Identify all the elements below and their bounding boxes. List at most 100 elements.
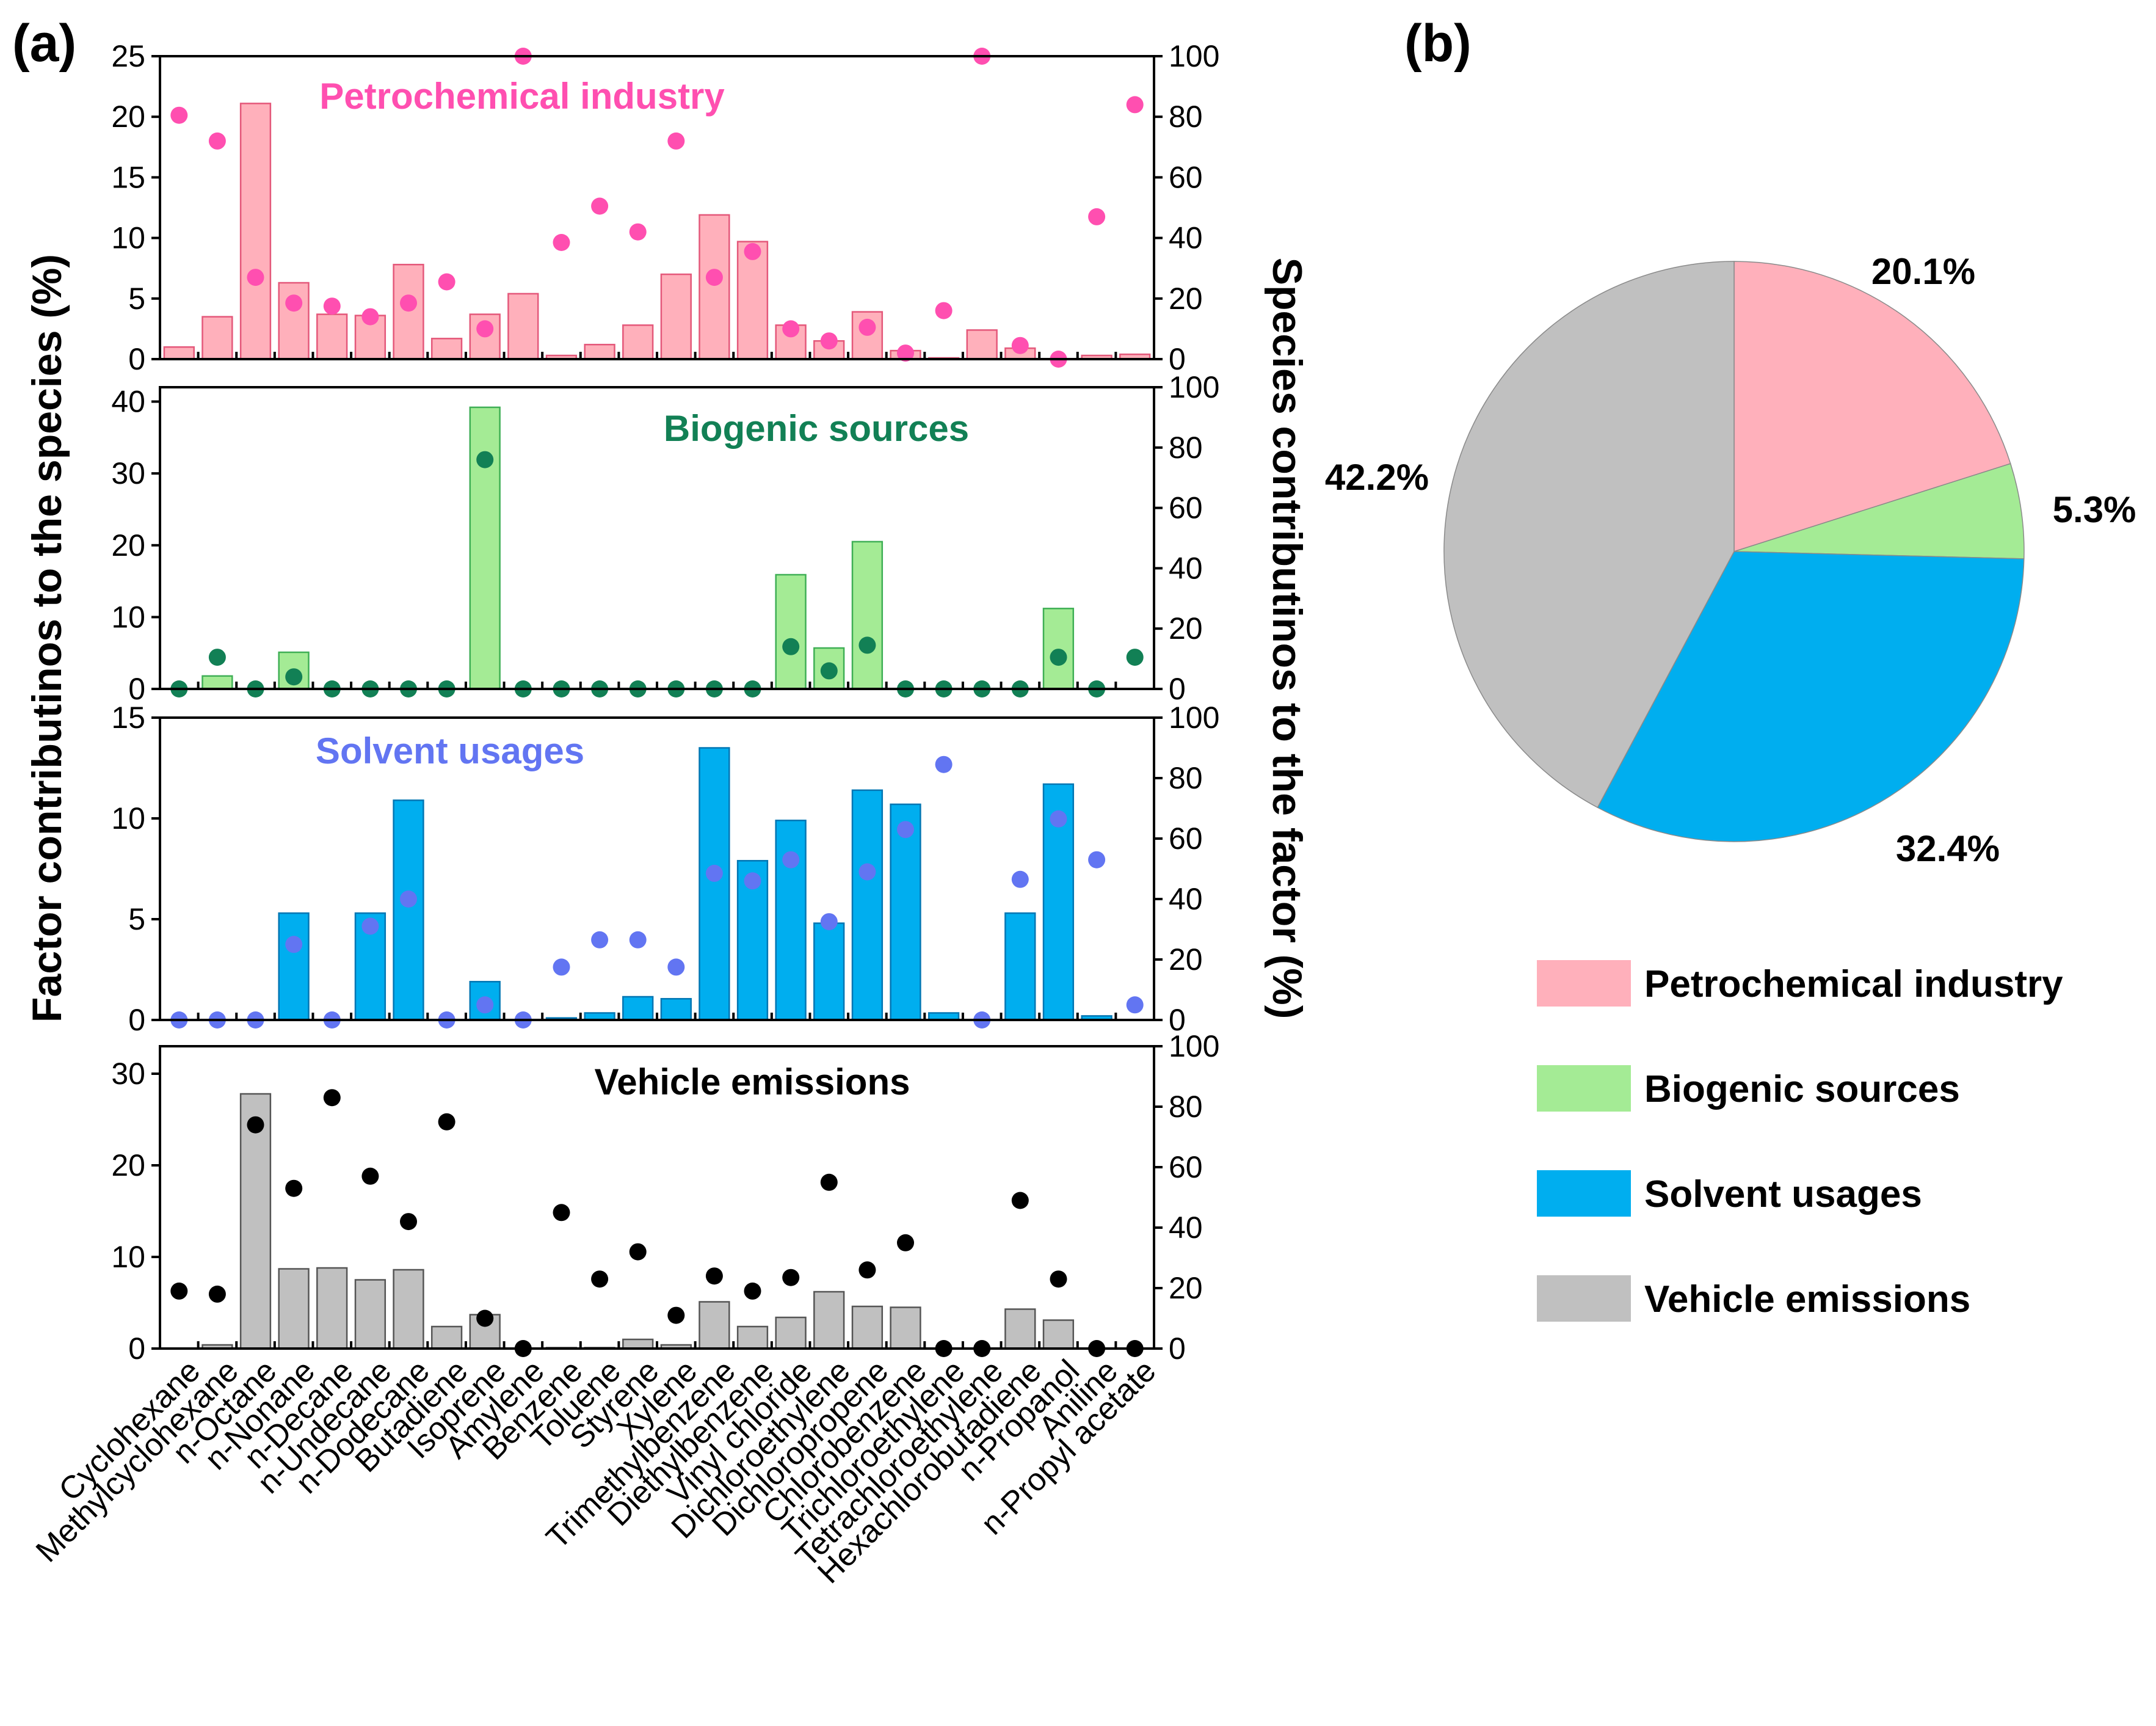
right-tick-label: 100: [1169, 370, 1219, 404]
pie-slice-vehicle-emissions: [1443, 261, 1735, 809]
point-petrochemical-industry-trichloroethylene: [935, 302, 953, 319]
right-tick-label: 40: [1169, 221, 1203, 255]
point-petrochemical-industry-n-dodecane: [400, 294, 417, 312]
point-petrochemical-industry-cyclohexane: [170, 106, 188, 124]
bar-vehicle-emissions-chlorobenzene: [890, 1306, 921, 1350]
right-tick-label: 20: [1169, 1271, 1203, 1305]
point-solvent-usages-isoprene: [476, 996, 494, 1014]
right-tick-label: 80: [1169, 761, 1203, 795]
point-biogenic-sources-vinyl-chloride: [782, 638, 800, 655]
point-petrochemical-industry-methylcyclohexane: [208, 132, 226, 150]
point-petrochemical-industry-aniline: [1088, 208, 1106, 225]
point-vehicle-emissions-n-undecane: [361, 1167, 379, 1185]
right-tick-label: 40: [1169, 1211, 1203, 1245]
series-title-solvent-usages: Solvent usages: [316, 730, 584, 771]
bar-solvent-usages-vinyl-chloride: [775, 820, 807, 1021]
point-solvent-usages-hexachlorobutadiene: [1011, 870, 1029, 888]
left-tick-label: 25: [111, 39, 145, 73]
point-solvent-usages-dichloropropene: [858, 863, 876, 881]
point-vehicle-emissions-diethylbenzene: [744, 1282, 761, 1300]
bar-vehicle-emissions-n-undecane: [354, 1279, 387, 1350]
bar-petrochemical-industry-styrene: [622, 324, 654, 360]
right-tick-label: 40: [1169, 551, 1203, 585]
point-vehicle-emissions-styrene: [629, 1243, 647, 1261]
point-solvent-usages-n-propanol: [1050, 810, 1067, 828]
legend-swatch: [1537, 960, 1631, 1007]
point-vehicle-emissions-benzene: [553, 1204, 570, 1222]
point-solvent-usages-vinyl-chloride: [782, 851, 800, 868]
series-title-vehicle-emissions: Vehicle emissions: [595, 1061, 910, 1102]
point-vehicle-emissions-xylene: [667, 1306, 685, 1324]
bar-petrochemical-industry-butadiene: [430, 338, 463, 360]
point-solvent-usages-toluene: [591, 931, 609, 949]
bar-biogenic-sources-isoprene: [469, 406, 501, 690]
bar-petrochemical-industry-amylene: [507, 293, 539, 360]
point-petrochemical-industry-dichloropropene: [858, 318, 876, 336]
point-petrochemical-industry-hexachlorobutadiene: [1011, 337, 1029, 354]
point-vehicle-emissions-methylcyclohexane: [208, 1285, 226, 1303]
point-solvent-usages-xylene: [667, 958, 685, 976]
point-petrochemical-industry-n-octane: [247, 269, 264, 286]
bar-petrochemical-industry-n-decane: [316, 313, 348, 360]
point-petrochemical-industry-trimethylbenzene: [705, 269, 723, 286]
bar-petrochemical-industry-tetrachloroethylene: [966, 329, 998, 360]
pie-slice-petrochemical-industry: [1733, 261, 2011, 553]
point-vehicle-emissions-dichloropropene: [858, 1261, 876, 1279]
left-tick-label: 10: [111, 221, 145, 255]
right-tick-label: 80: [1169, 100, 1203, 134]
point-biogenic-sources-methylcyclohexane: [208, 649, 226, 666]
pie-value-label-vehicle-emissions: 42.2%: [1325, 457, 1429, 498]
left-tick-label: 5: [128, 282, 145, 316]
bar-vehicle-emissions-dichloropropene: [851, 1305, 884, 1350]
point-petrochemical-industry-dichloroethylene: [820, 332, 838, 350]
subplot-solvent-usages: 0 5 10 15 0 20 40 60 80 100 Solvent usages: [111, 701, 1219, 1037]
bar-vehicle-emissions-vinyl-chloride: [775, 1316, 807, 1350]
bar-vehicle-emissions-diethylbenzene: [736, 1325, 769, 1350]
right-tick-label: 20: [1169, 282, 1203, 316]
pie-slice-solvent-usages: [1597, 551, 2025, 842]
right-tick-label: 20: [1169, 611, 1203, 646]
left-tick-label: 0: [128, 1003, 145, 1037]
right-tick-label: 60: [1169, 1150, 1203, 1184]
point-petrochemical-industry-xylene: [667, 132, 685, 150]
point-petrochemical-industry-n-decane: [323, 297, 341, 315]
bar-vehicle-emissions-dichloroethylene: [813, 1291, 845, 1350]
bar-biogenic-sources-vinyl-chloride: [775, 574, 807, 690]
point-petrochemical-industry-vinyl-chloride: [782, 320, 800, 338]
bar-biogenic-sources-methylcyclohexane: [201, 675, 233, 690]
point-biogenic-sources-dichloroethylene: [820, 662, 838, 680]
bar-petrochemical-industry-n-octane: [239, 103, 272, 360]
left-tick-label: 30: [111, 456, 145, 490]
right-tick-label: 100: [1169, 701, 1219, 735]
series-title-biogenic-sources: Biogenic sources: [664, 408, 969, 449]
point-petrochemical-industry-styrene: [629, 223, 647, 241]
point-petrochemical-industry-chlorobenzene: [897, 344, 914, 362]
bar-solvent-usages-dichloroethylene: [813, 922, 845, 1021]
point-solvent-usages-n-nonane: [285, 936, 303, 953]
bar-vehicle-emissions-n-octane: [239, 1093, 272, 1350]
legend-item-petrochemical-industry: Petrochemical industry: [1537, 960, 2063, 1007]
pie-value-label-solvent-usages: 32.4%: [1896, 828, 2000, 869]
point-vehicle-emissions-dichloroethylene: [820, 1173, 838, 1191]
right-tick-label: 80: [1169, 431, 1203, 465]
point-solvent-usages-n-undecane: [361, 917, 379, 935]
point-solvent-usages-dichloroethylene: [820, 913, 838, 931]
point-petrochemical-industry-toluene: [591, 197, 609, 215]
right-axis-title: Species contributinos to the factor (%): [1264, 258, 1310, 1019]
point-vehicle-emissions-n-propanol: [1050, 1270, 1067, 1288]
series-title-petrochemical-industry: Petrochemical industry: [319, 76, 725, 117]
pie-value-label-biogenic-sources: 5.3%: [2053, 489, 2136, 530]
legend-item-vehicle-emissions: Vehicle emissions: [1537, 1275, 1970, 1322]
pie: 20.1% 5.3% 32.4% 42.2%: [1325, 251, 2136, 869]
legend-swatch: [1537, 1275, 1631, 1322]
point-petrochemical-industry-diethylbenzene: [744, 242, 761, 260]
left-tick-label: 20: [111, 1148, 145, 1182]
legend-label: Vehicle emissions: [1644, 1278, 1970, 1320]
bar-solvent-usages-chlorobenzene: [890, 803, 921, 1021]
bar-vehicle-emissions-trimethylbenzene: [699, 1301, 730, 1350]
bar-vehicle-emissions-n-nonane: [278, 1268, 310, 1350]
point-vehicle-emissions-cyclohexane: [170, 1282, 188, 1300]
point-petrochemical-industry-n-undecane: [361, 308, 379, 326]
panel-a-stacked-bar-charts: (a) Factor contributinos to the species …: [12, 14, 1310, 1590]
